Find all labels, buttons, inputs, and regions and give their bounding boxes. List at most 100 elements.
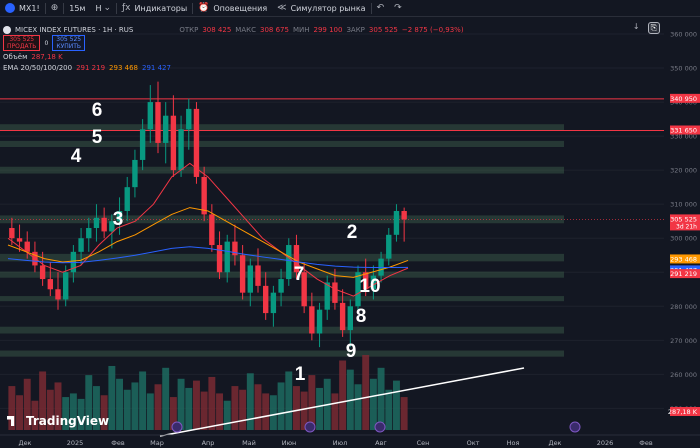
alerts-label: Оповещения [213,3,268,13]
ema-label: EMA 20/50/100/200 [3,63,73,72]
price-axis-label: 350 000 [670,65,697,73]
volume-bar [385,389,393,430]
candle-body [124,187,130,211]
volume-bar [208,376,216,430]
candle-body [347,306,353,331]
ema-20-line [7,162,409,297]
symbol-label: MX1! [19,3,40,13]
interval-button[interactable]: 15м [64,0,90,17]
time-axis-label: Сен [417,439,430,447]
volume-bar [400,397,408,430]
tradingview-logo: TradingView [7,414,109,428]
volume-bar [31,400,39,430]
volume-tag-label: 287,18 K [668,408,698,416]
price-zone [0,140,564,148]
candle-body [316,309,323,334]
price-axis-label: 300 000 [670,235,697,243]
buy-button[interactable]: 305 525 КУПИТЬ [52,35,86,51]
rewind-icon: ≪ [277,3,287,13]
price-axis-label: 310 000 [670,201,697,209]
volume-value: 287,18 K [31,52,63,61]
price-zone [0,271,564,278]
indicators-button[interactable]: ƒx Индикаторы [117,0,192,17]
candle-body [278,279,284,293]
price-tag-sublabel: 3d 21h [676,223,697,230]
candle-body [355,272,361,307]
volume-bar [277,382,285,430]
close-label: ЗАКР [346,25,365,34]
sell-price: 305 525 [9,36,35,43]
volume-bar [362,355,370,430]
symbol-search[interactable]: MX1! [0,0,45,17]
price-zone [0,350,564,357]
volume-bar [285,371,293,430]
volume-bar [239,389,247,430]
chart-right-tools: ↓ ⎘ [633,22,660,34]
volume-bar [85,375,93,430]
candle-body [39,265,46,280]
arrow-down-icon[interactable]: ↓ [632,22,640,31]
undo-icon[interactable]: ↶ [376,3,385,13]
candle-body [109,221,115,232]
candle-body [324,282,330,310]
annotation-label: 7 [294,264,305,285]
time-axis-label: Дек [548,439,561,447]
volume-bar [62,397,70,430]
annotation-label: 2 [347,222,358,243]
candle-body [247,265,253,293]
event-marker-icon [569,421,581,433]
candle-body [293,245,300,273]
alerts-button[interactable]: ⏰ Оповещения [193,0,272,17]
candle-body [232,241,238,256]
price-tag-label: 291 219 [670,270,697,278]
candle-body [9,228,15,239]
volume-bar [108,365,116,430]
candle-body [263,285,269,314]
candle-body [209,214,215,246]
open-value: 308 425 [202,25,232,34]
volume-bar [393,380,400,430]
plus-circle-icon[interactable]: ⊕ [50,3,59,13]
candle-body [332,282,338,303]
price-tag-label: 305 525 [670,215,697,223]
annotation-label: 8 [356,306,367,327]
candle-body [239,255,246,293]
price-axis-bg [664,17,700,448]
buy-label: КУПИТЬ [56,43,82,50]
candle-body [24,241,30,252]
annotation-label: 9 [346,341,357,362]
screenshot-icon[interactable]: ⎘ [647,22,660,34]
chevron-down-icon: ⌄ [103,3,112,13]
price-axis-label: 360 000 [670,31,697,39]
time-axis-label: Фев [111,439,125,447]
volume-bar [23,378,31,430]
volume-bar [77,398,85,430]
volume-bar [177,378,185,430]
volume-bar [354,384,362,430]
bar-type-button[interactable]: H ⌄ [90,0,116,17]
volume-bar [169,397,177,430]
candle-body [186,108,192,130]
redo-icon[interactable]: ↷ [394,3,402,13]
interval-label: 15м [69,3,86,13]
volume-bar [16,395,23,430]
volume-tag-bg [670,407,700,416]
time-axis-label: Окт [467,439,480,447]
time-axis-label: Авг [375,439,387,447]
time-axis-label: 2025 [67,439,84,447]
divider [63,2,65,14]
change-value: −2 875 (−0,93%) [401,25,464,34]
candle-body [86,228,92,239]
price-tag-bg [670,214,700,231]
volume-bar [123,389,131,430]
annotation-label: 10 [359,276,380,297]
volume-bar [93,386,100,430]
price-axis-label: 270 000 [670,337,697,345]
candle-body [78,238,84,252]
replay-button[interactable]: ≪ Симулятор рынка [272,0,370,17]
price-tag-bg [670,93,700,103]
volume-label: Объём [3,52,28,61]
sell-button[interactable]: 305 525 ПРОДАТЬ [3,35,41,51]
